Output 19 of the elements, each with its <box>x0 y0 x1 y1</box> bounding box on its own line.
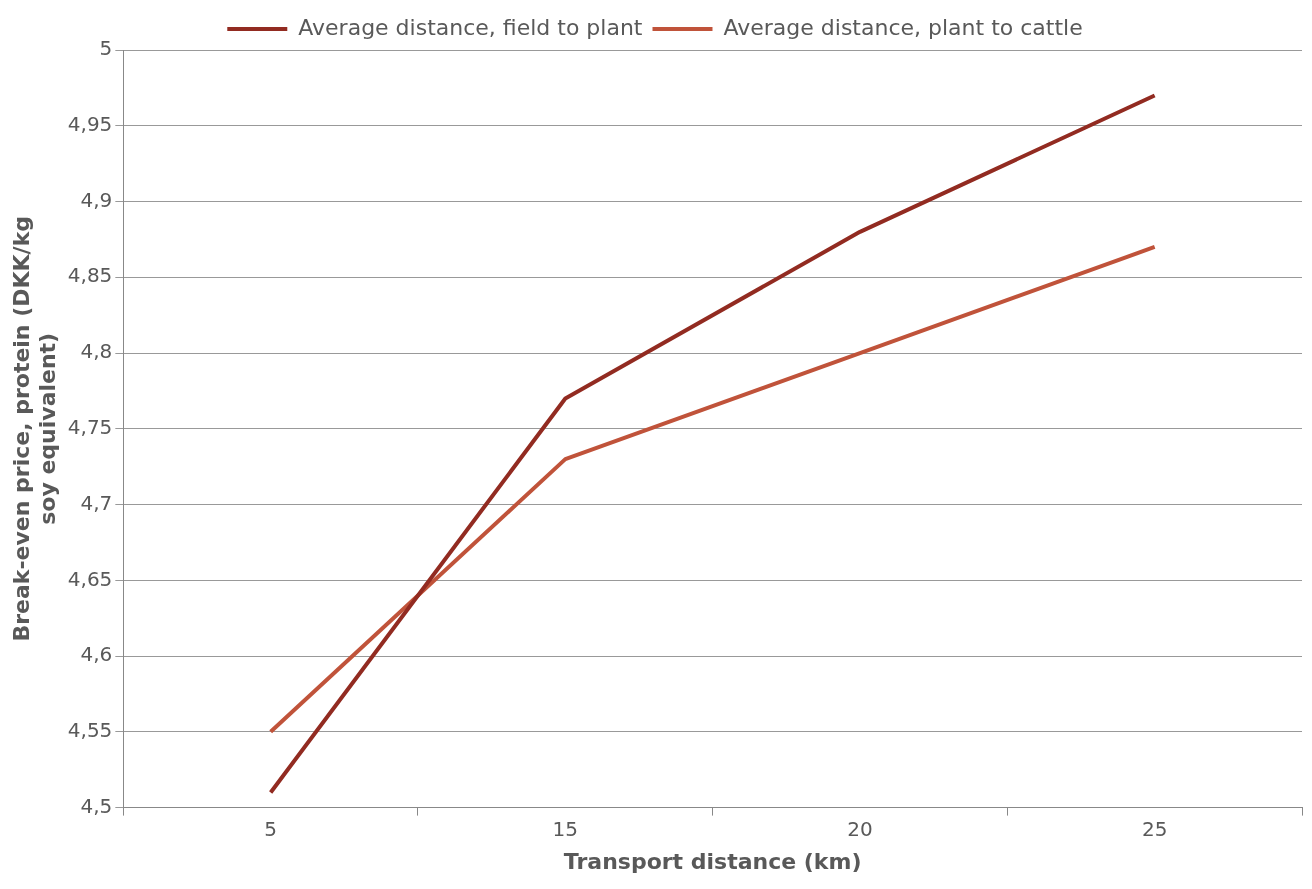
y-tick-label: 4,6 <box>80 642 113 667</box>
legend-label: Average distance, plant to cattle <box>723 14 1083 40</box>
y-tick-label: 4,75 <box>67 415 113 439</box>
y-tick-label: 4,65 <box>67 566 113 591</box>
y-tick-label: 5 <box>99 36 113 61</box>
x-axis-title: Transport distance (km) <box>563 848 862 874</box>
legend-label: Average distance, field to plant <box>298 14 643 40</box>
x-tick-label: 25 <box>1141 816 1168 841</box>
x-tick-label: 15 <box>552 816 579 841</box>
x-tick-label: 20 <box>847 816 873 841</box>
y-tick-label: 4,7 <box>80 490 113 515</box>
y-tick-label: 4,95 <box>67 111 113 136</box>
y-tick-label: 4,5 <box>80 793 113 818</box>
y-tick-label: 4,9 <box>80 187 113 212</box>
y-tick-label: 4,8 <box>80 339 113 364</box>
y-axis-title: Break-even price, protein (DKK/kg soy equivalent) <box>8 216 61 642</box>
x-tick-label: 5 <box>264 816 278 841</box>
y-tick-label: 4,55 <box>67 718 113 743</box>
y-tick-label: 4,85 <box>67 263 113 288</box>
